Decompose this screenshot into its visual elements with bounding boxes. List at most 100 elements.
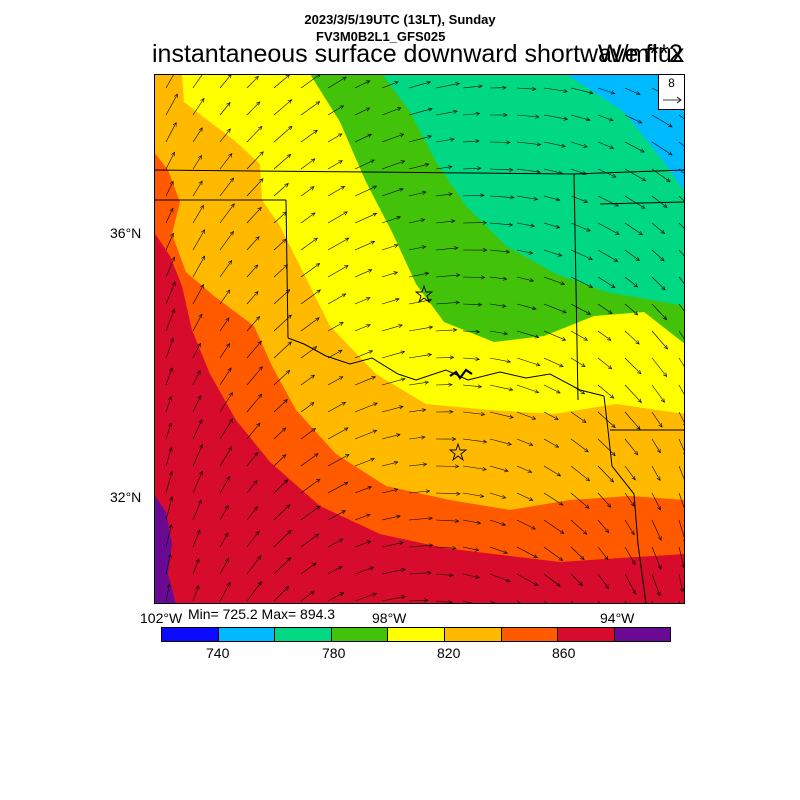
wind-arrow-head bbox=[309, 186, 315, 191]
wind-arrow-head bbox=[453, 246, 459, 251]
wind-arrow bbox=[624, 492, 635, 507]
map-panel: 8 bbox=[154, 74, 685, 604]
wind-arrow-head bbox=[426, 80, 432, 85]
wind-arrow bbox=[192, 255, 205, 278]
wind-arrow bbox=[570, 303, 591, 315]
wind-arrow bbox=[300, 158, 316, 170]
wind-arrow bbox=[381, 434, 401, 440]
wind-arrow-head bbox=[528, 497, 534, 501]
wind-arrow bbox=[543, 87, 568, 92]
wind-arrow-head bbox=[199, 443, 203, 449]
wind-arrow bbox=[165, 367, 173, 386]
wind-arrow-head bbox=[257, 581, 262, 586]
wind-arrow-head bbox=[311, 427, 317, 433]
wind-arrow-head bbox=[509, 414, 514, 419]
wind-arrow bbox=[381, 133, 404, 143]
wind-arrow-head bbox=[254, 75, 259, 81]
wind-arrow-head bbox=[315, 263, 321, 268]
wind-arrow bbox=[408, 81, 431, 89]
wind-arrow-head bbox=[310, 402, 315, 407]
border-ok-ar bbox=[573, 173, 579, 401]
wind-arrow-head bbox=[504, 468, 509, 473]
wind-arrow bbox=[624, 249, 640, 261]
wind-arrow bbox=[570, 411, 587, 423]
wind-arrow bbox=[597, 87, 615, 94]
wind-arrow bbox=[597, 492, 612, 508]
wind-arrow bbox=[327, 265, 349, 278]
wind-arrow bbox=[354, 324, 371, 332]
wind-arrow bbox=[651, 384, 665, 403]
wind-arrow-head bbox=[505, 249, 511, 254]
lon-label-98w: 98°W bbox=[372, 610, 407, 626]
wind-arrow bbox=[462, 546, 479, 551]
wind-arrow bbox=[273, 530, 292, 548]
wind-arrow-head bbox=[342, 76, 347, 81]
wind-arrow bbox=[570, 249, 593, 260]
colorbar-box-2 bbox=[274, 627, 332, 642]
wind-arrow bbox=[651, 438, 661, 453]
wind-arrow-head bbox=[338, 376, 344, 381]
wind-arrow-head bbox=[609, 478, 614, 483]
wind-arrow-head bbox=[555, 197, 561, 202]
wind-arrow bbox=[192, 74, 203, 89]
wind-arrow bbox=[381, 271, 398, 278]
wind-arrow bbox=[300, 212, 316, 224]
wind-arrow bbox=[597, 546, 609, 560]
wind-arrow bbox=[435, 220, 455, 224]
wind-arrow bbox=[354, 402, 378, 413]
wind-arrow bbox=[300, 562, 317, 575]
wind-arrow bbox=[516, 492, 533, 501]
wind-arrow-head bbox=[399, 541, 404, 546]
wind-arrow bbox=[327, 592, 344, 602]
wind-arrow bbox=[300, 591, 315, 602]
wind-arrow bbox=[597, 330, 612, 341]
wind-arrow-head bbox=[366, 324, 371, 328]
wind-arrow-head bbox=[474, 547, 480, 552]
wind-arrow-head bbox=[662, 372, 668, 378]
wind-arrow bbox=[489, 222, 513, 226]
wind-arrow-head bbox=[637, 119, 643, 124]
wind-arrow bbox=[516, 141, 541, 145]
wind-arrow bbox=[273, 154, 291, 170]
wind-arrow bbox=[219, 128, 231, 143]
lat-label-36n: 36°N bbox=[110, 225, 142, 241]
wind-arrow-head bbox=[637, 398, 642, 403]
wind-arrow-head bbox=[581, 363, 586, 367]
wind-arrow-head bbox=[258, 125, 263, 131]
wind-arrow-head bbox=[312, 562, 317, 567]
wind-arrow-head bbox=[399, 188, 404, 192]
wind-arrow bbox=[570, 330, 588, 341]
wind-arrow-head bbox=[608, 117, 614, 122]
time-header: 2023/3/5/19UTC (13LT), Sunday bbox=[304, 12, 496, 27]
wind-arrow-head bbox=[584, 448, 589, 453]
wind-arrow bbox=[651, 330, 668, 350]
wind-arrow bbox=[651, 357, 667, 377]
wind-arrow-head bbox=[198, 180, 203, 186]
wind-arrow-head bbox=[339, 592, 345, 597]
wind-arrow bbox=[273, 370, 290, 386]
wind-arrow-head bbox=[285, 369, 291, 375]
wind-arrow bbox=[543, 465, 561, 477]
wind-arrow bbox=[354, 430, 377, 440]
wind-arrow-head bbox=[610, 90, 616, 95]
wind-arrow bbox=[273, 586, 289, 602]
wind-arrow bbox=[516, 465, 532, 473]
wind-arrow bbox=[300, 428, 316, 440]
wind-arrow bbox=[219, 392, 233, 413]
wind-arrow bbox=[192, 98, 205, 116]
wind-arrow-head bbox=[615, 230, 620, 235]
wind-arrow-head bbox=[286, 557, 292, 562]
colorbar-box-5 bbox=[443, 627, 502, 642]
wind-arrow bbox=[543, 276, 565, 285]
wind-arrow-head bbox=[368, 350, 374, 354]
wind-arrow bbox=[489, 465, 509, 472]
wind-arrow-head bbox=[393, 244, 399, 248]
wind-arrow bbox=[570, 357, 586, 367]
wind-arrow bbox=[219, 558, 229, 575]
wind-arrow-head bbox=[400, 377, 406, 382]
wind-arrow bbox=[624, 222, 643, 236]
wind-arrow bbox=[246, 394, 263, 413]
wind-arrow-head bbox=[310, 158, 316, 163]
city-markers bbox=[414, 284, 468, 462]
wind-arrow bbox=[300, 374, 315, 386]
